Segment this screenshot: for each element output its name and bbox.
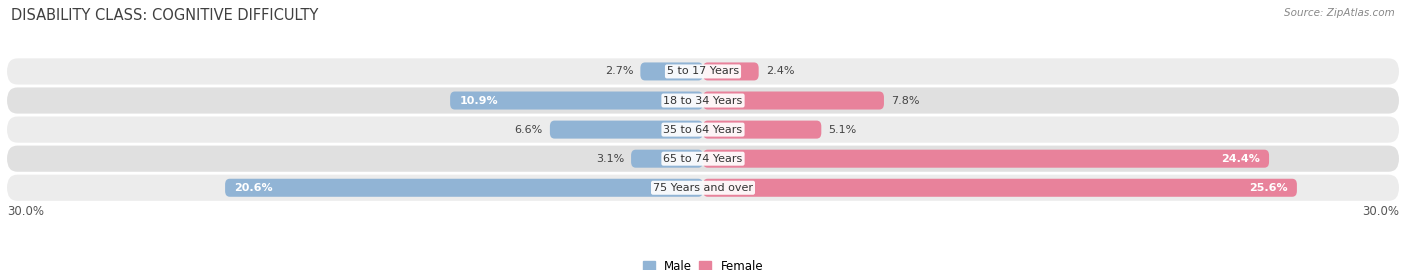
FancyBboxPatch shape xyxy=(550,121,703,139)
Text: 25.6%: 25.6% xyxy=(1249,183,1288,193)
Text: 5.1%: 5.1% xyxy=(828,124,856,135)
Text: 2.4%: 2.4% xyxy=(766,66,794,76)
Text: 5 to 17 Years: 5 to 17 Years xyxy=(666,66,740,76)
Text: 2.7%: 2.7% xyxy=(605,66,633,76)
Text: 18 to 34 Years: 18 to 34 Years xyxy=(664,96,742,106)
Text: 6.6%: 6.6% xyxy=(515,124,543,135)
Legend: Male, Female: Male, Female xyxy=(638,255,768,270)
FancyBboxPatch shape xyxy=(703,150,1270,168)
Text: 30.0%: 30.0% xyxy=(1362,205,1399,218)
Text: 20.6%: 20.6% xyxy=(235,183,273,193)
FancyBboxPatch shape xyxy=(7,87,1399,114)
FancyBboxPatch shape xyxy=(703,179,1296,197)
FancyBboxPatch shape xyxy=(7,117,1399,143)
Text: 75 Years and over: 75 Years and over xyxy=(652,183,754,193)
Text: 65 to 74 Years: 65 to 74 Years xyxy=(664,154,742,164)
FancyBboxPatch shape xyxy=(703,62,759,80)
Text: 3.1%: 3.1% xyxy=(596,154,624,164)
Text: 35 to 64 Years: 35 to 64 Years xyxy=(664,124,742,135)
Text: DISABILITY CLASS: COGNITIVE DIFFICULTY: DISABILITY CLASS: COGNITIVE DIFFICULTY xyxy=(11,8,319,23)
Text: 30.0%: 30.0% xyxy=(7,205,44,218)
FancyBboxPatch shape xyxy=(7,58,1399,85)
Text: 10.9%: 10.9% xyxy=(460,96,498,106)
Text: 7.8%: 7.8% xyxy=(891,96,920,106)
FancyBboxPatch shape xyxy=(7,146,1399,172)
Text: 24.4%: 24.4% xyxy=(1220,154,1260,164)
Text: Source: ZipAtlas.com: Source: ZipAtlas.com xyxy=(1284,8,1395,18)
FancyBboxPatch shape xyxy=(225,179,703,197)
FancyBboxPatch shape xyxy=(631,150,703,168)
FancyBboxPatch shape xyxy=(703,121,821,139)
FancyBboxPatch shape xyxy=(703,92,884,110)
FancyBboxPatch shape xyxy=(640,62,703,80)
FancyBboxPatch shape xyxy=(450,92,703,110)
FancyBboxPatch shape xyxy=(7,175,1399,201)
